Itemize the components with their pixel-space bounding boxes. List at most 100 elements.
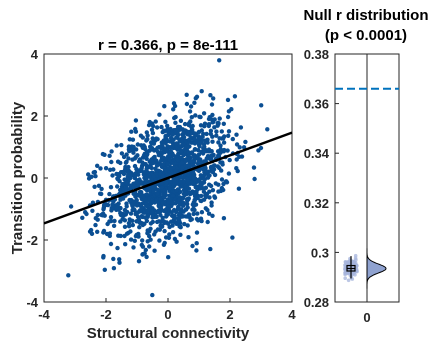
scatter-point [212, 125, 217, 130]
scatter-point [215, 149, 221, 154]
scatter-point [131, 144, 136, 150]
scatter-point [86, 176, 92, 181]
scatter-point [238, 125, 244, 130]
scatter-point [206, 211, 212, 216]
scatter-point [155, 125, 160, 130]
scatter-point [135, 153, 140, 158]
null-jitter-point [343, 260, 348, 265]
scatter-point [170, 132, 175, 137]
scatter-point [137, 177, 142, 182]
scatter-point [103, 203, 108, 208]
scatter-point [177, 210, 183, 216]
null-title: Null r distribution [304, 7, 429, 24]
scatter-point [111, 256, 116, 262]
scatter-point [210, 112, 215, 118]
regression-line [43, 131, 293, 225]
scatter-point [95, 217, 100, 222]
scatter-point [192, 207, 197, 213]
scatter-point [121, 171, 127, 177]
null-density-curve [366, 248, 387, 289]
scatter-point [194, 248, 199, 253]
scatter-point [212, 194, 217, 199]
scatter-point [177, 197, 182, 202]
scatter-point [126, 144, 132, 149]
scatter-point [163, 133, 168, 139]
scatter-point [157, 238, 162, 243]
scatter-point [154, 163, 160, 168]
scatter-point [164, 179, 169, 185]
scatter-point [187, 164, 192, 169]
scatter-point [177, 189, 183, 194]
scatter-point [179, 138, 184, 143]
scatter-point [183, 207, 188, 212]
scatter-point [167, 186, 172, 192]
scatter-point [144, 218, 150, 224]
scatter-point [190, 243, 195, 249]
scatter-point [158, 223, 163, 228]
scatter-point [230, 235, 235, 240]
scatter-point [173, 127, 178, 133]
scatter-point [160, 200, 166, 206]
scatter-point [119, 151, 125, 156]
scatter-point [124, 180, 129, 185]
scatter-point [147, 119, 152, 125]
scatter-point [153, 119, 158, 124]
null-jitter-point [350, 262, 355, 266]
scatter-point [188, 104, 194, 109]
scatter-point [170, 230, 176, 235]
scatter-point [80, 215, 85, 220]
scatter-point [199, 89, 204, 94]
scatter-point [226, 129, 232, 134]
scatter-x-tick-label: 0 [164, 307, 171, 322]
scatter-point [111, 199, 116, 204]
scatter-point [221, 187, 226, 193]
scatter-point [136, 259, 142, 264]
scatter-point [131, 199, 137, 204]
scatter-point [108, 241, 114, 247]
scatter-point [192, 100, 197, 106]
scatter-point [132, 156, 138, 161]
scatter-point [158, 197, 163, 202]
scatter-point [208, 128, 214, 133]
scatter-point [162, 240, 167, 246]
null-y-tick-label: 0.3 [311, 245, 329, 260]
scatter-point [66, 273, 71, 278]
scatter-point [193, 178, 198, 183]
scatter-point [102, 267, 108, 272]
scatter-point [191, 203, 196, 209]
null-jitter-point [343, 276, 348, 281]
scatter-point [175, 124, 181, 130]
scatter-point [115, 245, 120, 251]
scatter-point [101, 207, 106, 212]
scatter-point [202, 149, 207, 154]
scatter-point [207, 173, 212, 178]
scatter-point [112, 218, 117, 224]
null-x-ticks: 0 [363, 298, 371, 325]
null-x-tick-label: 0 [363, 310, 370, 325]
scatter-point [164, 148, 169, 153]
scatter-point [122, 207, 128, 213]
scatter-point [118, 210, 123, 216]
scatter-point [147, 244, 152, 249]
scatter-point [164, 220, 169, 225]
scatter-point [176, 215, 181, 221]
scatter-point [132, 207, 137, 212]
scatter-point [152, 248, 157, 253]
scatter-point [115, 184, 120, 189]
scatter-point [178, 149, 184, 154]
scatter-point [155, 191, 160, 196]
scatter-point [99, 186, 104, 192]
scatter-point [195, 211, 200, 216]
scatter-point [216, 182, 221, 187]
scatter-point [117, 260, 122, 265]
scatter-point [194, 133, 199, 138]
scatter-x-ticks: -4 -2 0 2 4 [38, 298, 296, 322]
scatter-point [134, 219, 139, 224]
scatter-point [139, 190, 144, 195]
scatter-point [147, 174, 152, 179]
scatter-point [135, 169, 141, 174]
scatter-point [128, 172, 133, 177]
scatter-point [201, 142, 207, 147]
scatter-point [232, 94, 238, 99]
scatter-point [107, 153, 112, 158]
